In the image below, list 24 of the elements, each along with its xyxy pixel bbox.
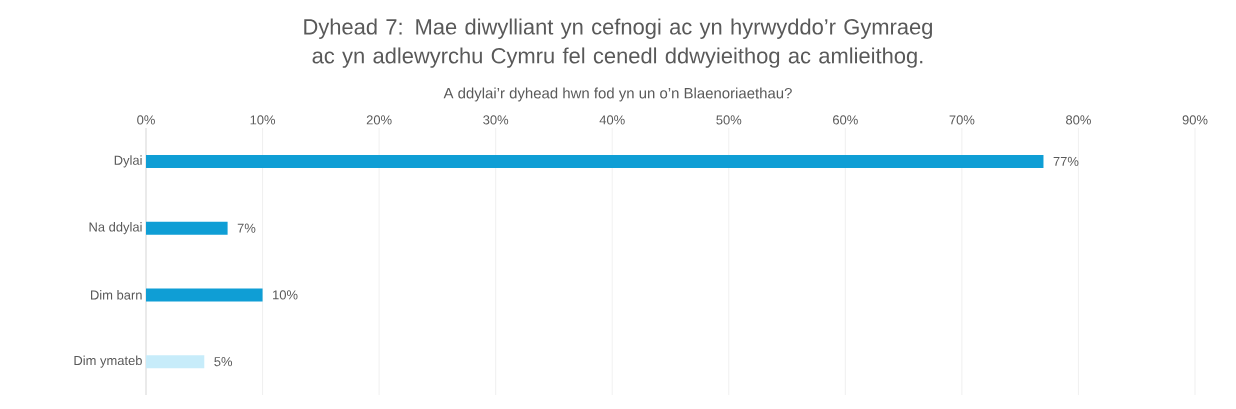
x-tick-label: 50%	[716, 115, 742, 125]
data-label: 7%	[237, 223, 256, 233]
y-tick-label: Dylai	[114, 155, 142, 168]
x-tick-label: 20%	[366, 115, 392, 125]
chart-subtitle: A ddylai’r dyhead hwn fod yn un o’n Blaenoriaethau?	[443, 87, 792, 102]
bar	[146, 221, 228, 235]
data-label: 5%	[214, 357, 233, 367]
x-tick-label: 0%	[137, 115, 155, 125]
y-tick-label: Dim ymateb	[74, 355, 142, 368]
bar	[146, 288, 263, 302]
bar	[146, 355, 205, 369]
x-tick-label: 90%	[1182, 115, 1208, 125]
x-tick-label: 30%	[483, 115, 509, 125]
y-tick-label: Na ddylai	[89, 222, 142, 235]
x-tick-label: 60%	[833, 115, 858, 125]
y-tick-label: Dim barn	[91, 290, 142, 300]
data-label: 77%	[1053, 156, 1079, 166]
x-tick-label: 80%	[1066, 115, 1091, 125]
data-label: 10%	[273, 290, 298, 300]
bar	[146, 154, 1044, 168]
x-tick-label: 70%	[949, 115, 975, 125]
x-tick-label: 40%	[599, 115, 625, 125]
chart-title: Dyhead 7: Mae diwylliant yn cefnogi ac yn hyrwyddo’r Gymraeg ac yn adlewyrchu Cymru fel cenedl ddwyieithog ac amlieithog.	[304, 18, 932, 68]
x-tick-label: 10%	[250, 115, 276, 125]
